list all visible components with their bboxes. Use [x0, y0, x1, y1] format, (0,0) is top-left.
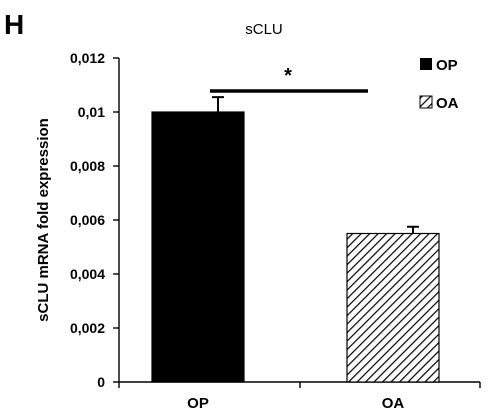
significance-star: * [284, 65, 292, 87]
legend-swatch-oa [419, 95, 433, 109]
chart-title: sCLU [245, 21, 283, 38]
legend-swatch-op [420, 58, 432, 70]
y-tick-label: 0,004 [70, 266, 105, 282]
legend-label-oa: OA [436, 95, 459, 112]
panel-letter: H [4, 9, 24, 40]
y-tick-label: 0,012 [70, 50, 105, 66]
x-category-label: OP [187, 395, 209, 412]
y-tick-label: 0,006 [70, 212, 105, 228]
y-tick-label: 0,002 [70, 320, 105, 336]
y-axis-label-text: sCLU mRNA fold expression [35, 118, 52, 322]
bar-oa [346, 232, 440, 383]
legend-label-op: OP [436, 57, 458, 74]
x-category-label: OA [382, 395, 405, 412]
y-axis-label: sCLU mRNA fold expression [35, 118, 52, 322]
y-tick-label: 0,01 [78, 104, 105, 120]
y-tick-label: 0,008 [70, 158, 105, 174]
y-tick-label: 0 [97, 374, 105, 390]
plot-area: 0 0,002 0,004 0,006 0,008 0,01 0,012 OP OA * [70, 50, 481, 412]
bar-op [151, 111, 245, 383]
legend: OP OA [419, 57, 459, 112]
